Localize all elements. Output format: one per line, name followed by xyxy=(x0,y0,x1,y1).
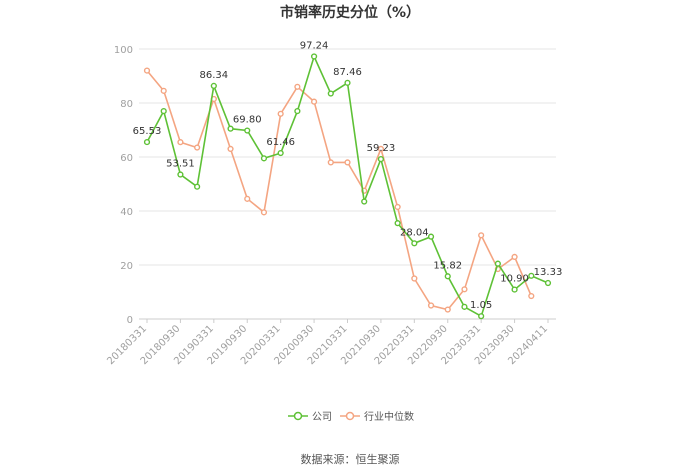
data-point[interactable] xyxy=(277,110,284,117)
data-point[interactable] xyxy=(511,253,518,261)
y-tick-label: 0 xyxy=(127,315,133,326)
data-point[interactable] xyxy=(344,79,351,86)
legend-item-0[interactable]: 公司 xyxy=(288,411,332,423)
data-point[interactable] xyxy=(260,209,268,216)
data-point[interactable] xyxy=(427,302,435,309)
data-point[interactable] xyxy=(160,87,167,94)
data-point[interactable] xyxy=(544,279,552,287)
data-point[interactable] xyxy=(494,260,501,267)
data-point[interactable] xyxy=(394,220,401,227)
y-tick-label: 20 xyxy=(120,261,133,272)
data-point[interactable] xyxy=(511,286,518,293)
data-point[interactable] xyxy=(160,107,167,115)
data-point[interactable] xyxy=(244,127,251,134)
chart-title: 市销率历史分位（%） xyxy=(280,4,420,21)
data-point[interactable] xyxy=(310,98,318,105)
data-labels: 65.53 53.51 86.34 69.80 61.46 97.24 87.46 59.23… xyxy=(133,40,563,311)
data-label: 28.04 xyxy=(400,227,429,238)
legend-marker xyxy=(345,411,355,421)
y-tick-label: 80 xyxy=(120,99,133,110)
data-label: 15.82 xyxy=(433,260,462,271)
data-point[interactable] xyxy=(194,144,201,151)
data-label: 65.53 xyxy=(133,126,162,137)
data-point[interactable] xyxy=(478,232,485,239)
data-point[interactable] xyxy=(210,82,217,89)
data-point[interactable] xyxy=(277,149,284,157)
series-layer xyxy=(143,53,552,320)
data-label: 59.23 xyxy=(367,143,396,154)
data-label: 53.51 xyxy=(166,159,195,170)
data-point[interactable] xyxy=(528,292,535,300)
data-point[interactable] xyxy=(177,139,184,146)
data-point[interactable] xyxy=(528,272,535,279)
data-label: 97.24 xyxy=(300,40,329,51)
legend[interactable]: 公司 行业中位数 xyxy=(288,410,414,423)
series-line-0 xyxy=(146,54,549,318)
data-label: 61.46 xyxy=(266,137,295,148)
data-point[interactable] xyxy=(143,67,151,74)
data-point[interactable] xyxy=(310,53,318,60)
data-point[interactable] xyxy=(377,145,385,153)
data-point[interactable] xyxy=(377,155,385,163)
legend-item-1[interactable]: 行业中位数 xyxy=(340,410,414,423)
y-tick-label: 100 xyxy=(114,45,133,56)
data-point[interactable] xyxy=(411,240,418,247)
y-tick-label: 60 xyxy=(120,153,133,164)
source-note: 数据来源：恒生聚源 xyxy=(301,452,400,466)
data-point[interactable] xyxy=(244,195,251,202)
data-point[interactable] xyxy=(427,233,435,240)
data-point[interactable] xyxy=(227,145,234,153)
data-point[interactable] xyxy=(327,159,334,166)
legend-label: 行业中位数 xyxy=(364,410,414,423)
data-label: 87.46 xyxy=(333,67,362,78)
series-line-1 xyxy=(146,70,533,311)
data-point[interactable] xyxy=(294,83,301,90)
data-point[interactable] xyxy=(461,303,468,310)
data-point[interactable] xyxy=(344,159,351,166)
data-point[interactable] xyxy=(194,183,201,190)
data-point[interactable] xyxy=(327,90,334,97)
y-tick-label: 40 xyxy=(120,207,133,218)
data-point[interactable] xyxy=(143,138,151,146)
x-axis: 2018033120180930201903312019093020200331… xyxy=(105,319,550,367)
data-point[interactable] xyxy=(294,107,301,115)
data-label: 1.05 xyxy=(470,300,492,311)
data-point[interactable] xyxy=(444,273,451,280)
data-label: 86.34 xyxy=(200,70,229,81)
data-point[interactable] xyxy=(361,198,368,205)
data-label: 13.33 xyxy=(534,267,563,278)
data-point[interactable] xyxy=(444,306,451,313)
data-point[interactable] xyxy=(227,125,234,132)
data-point[interactable] xyxy=(260,155,268,162)
data-label: 10.90 xyxy=(500,274,529,285)
data-point[interactable] xyxy=(411,275,418,282)
y-axis: 0 20 40 60 80 100 xyxy=(114,45,556,326)
legend-label: 公司 xyxy=(312,412,332,423)
data-label: 69.80 xyxy=(233,115,262,126)
data-point[interactable] xyxy=(177,171,184,178)
data-point[interactable] xyxy=(461,286,468,293)
data-point[interactable] xyxy=(478,313,485,320)
legend-marker xyxy=(293,411,303,421)
data-point[interactable] xyxy=(394,203,401,211)
